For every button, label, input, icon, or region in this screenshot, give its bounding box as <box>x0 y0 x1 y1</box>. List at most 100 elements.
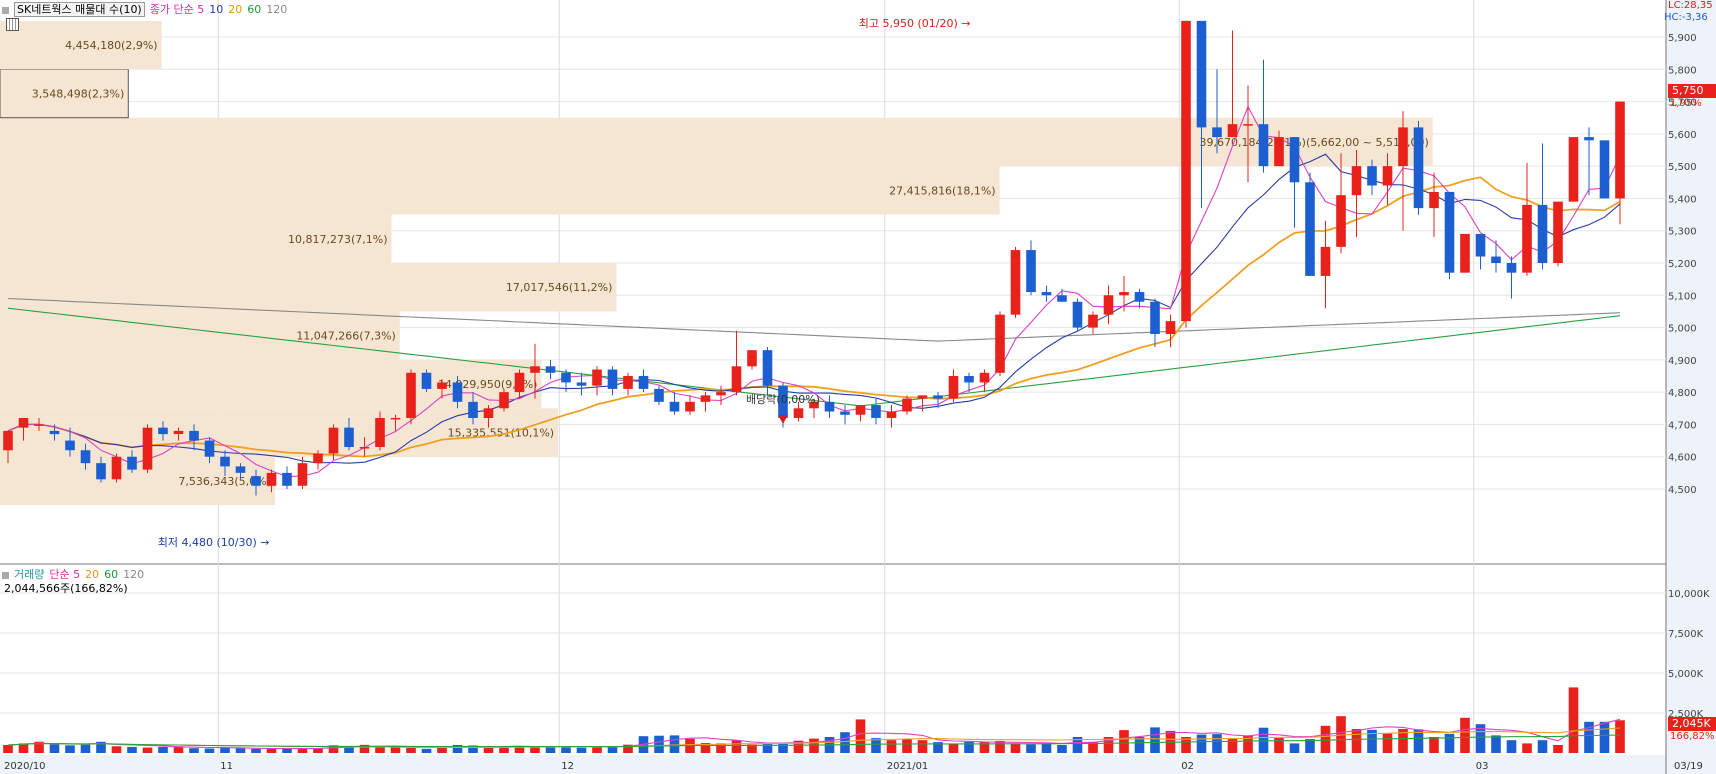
candle-body[interactable] <box>762 350 773 386</box>
candle-body[interactable] <box>34 424 44 426</box>
candle-body[interactable] <box>948 376 959 399</box>
candle-body[interactable] <box>576 382 587 386</box>
candle-body[interactable] <box>1026 250 1036 293</box>
candle-body[interactable] <box>1134 292 1145 302</box>
candle-body[interactable] <box>1010 250 1021 315</box>
candle-body[interactable] <box>840 411 850 415</box>
candle-body[interactable] <box>685 401 695 412</box>
candle-body[interactable] <box>1429 191 1439 209</box>
candle-body[interactable] <box>809 401 819 409</box>
volume-bar[interactable] <box>34 741 44 753</box>
candle-body[interactable] <box>545 366 556 373</box>
candle-body[interactable] <box>964 376 974 383</box>
volume-bar[interactable] <box>948 743 959 753</box>
candle-body[interactable] <box>1599 140 1610 199</box>
candle-body[interactable] <box>359 447 370 449</box>
volume-bar[interactable] <box>1196 734 1207 753</box>
candle-body[interactable] <box>871 405 881 418</box>
candle-body[interactable] <box>514 372 525 393</box>
volume-bar[interactable] <box>266 748 277 753</box>
volume-bar[interactable] <box>1568 687 1579 753</box>
candle-body[interactable] <box>917 395 928 399</box>
volume-bar[interactable] <box>375 746 385 753</box>
volume-bar[interactable] <box>1057 745 1067 753</box>
volume-bar[interactable] <box>731 740 742 753</box>
volume-bar[interactable] <box>607 746 618 753</box>
volume-bar[interactable] <box>1460 717 1470 753</box>
candle-body[interactable] <box>220 456 230 467</box>
volume-bar[interactable] <box>979 741 990 753</box>
volume-bar[interactable] <box>1041 743 1052 753</box>
volume-bar[interactable] <box>1227 738 1238 753</box>
volume-bar[interactable] <box>762 744 773 753</box>
candle-body[interactable] <box>1382 166 1393 186</box>
volume-bar[interactable] <box>514 746 525 753</box>
candle-body[interactable] <box>3 430 13 451</box>
volume-bar[interactable] <box>142 747 153 753</box>
volume-bar[interactable] <box>561 747 571 753</box>
candle-body[interactable] <box>1165 321 1176 335</box>
volume-bar[interactable] <box>1026 744 1036 753</box>
candle-body[interactable] <box>96 463 106 480</box>
candle-body[interactable] <box>1041 292 1052 296</box>
volume-bar[interactable] <box>964 741 974 753</box>
volume-bar[interactable] <box>902 738 912 753</box>
volume-bar[interactable] <box>1212 734 1222 753</box>
volume-bar[interactable] <box>1475 724 1486 753</box>
volume-bar[interactable] <box>592 746 602 753</box>
candle-body[interactable] <box>18 417 29 428</box>
candle-body[interactable] <box>375 417 385 448</box>
volume-bar[interactable] <box>1429 737 1439 753</box>
candle-body[interactable] <box>700 395 711 402</box>
volume-bar[interactable] <box>1181 737 1191 753</box>
candle-body[interactable] <box>623 376 633 389</box>
volume-bar[interactable] <box>933 742 943 753</box>
candle-body[interactable] <box>1320 246 1331 276</box>
candle-body[interactable] <box>390 417 401 420</box>
candle-body[interactable] <box>778 385 788 418</box>
volume-bar[interactable] <box>96 741 106 753</box>
candle-body[interactable] <box>824 401 835 412</box>
price-legend-title[interactable]: SK네트웍스 매물대 수(10) <box>14 2 145 17</box>
volume-bar[interactable] <box>297 748 308 753</box>
candle-body[interactable] <box>1227 124 1238 138</box>
volume-bar[interactable] <box>1398 729 1408 753</box>
volume-bar[interactable] <box>468 745 478 753</box>
volume-bar[interactable] <box>49 744 60 753</box>
volume-bar[interactable] <box>778 743 788 753</box>
candle-body[interactable] <box>561 372 571 383</box>
volume-bar[interactable] <box>1320 725 1331 753</box>
candle-body[interactable] <box>173 430 184 435</box>
volume-bar[interactable] <box>623 744 633 753</box>
volume-bar[interactable] <box>359 744 370 753</box>
candle-body[interactable] <box>1289 137 1300 183</box>
candle-body[interactable] <box>328 427 339 454</box>
candle-body[interactable] <box>204 440 215 457</box>
candle-body[interactable] <box>1072 301 1083 328</box>
candle-body[interactable] <box>1150 301 1160 335</box>
volume-bar[interactable] <box>1382 733 1393 753</box>
candle-body[interactable] <box>607 369 618 389</box>
volume-bar[interactable] <box>235 748 246 753</box>
candle-body[interactable] <box>669 401 680 412</box>
volume-bar[interactable] <box>1150 727 1160 753</box>
volume-bar[interactable] <box>344 746 354 753</box>
volume-bar[interactable] <box>328 745 339 753</box>
candle-body[interactable] <box>111 456 122 480</box>
volume-bar[interactable] <box>1351 729 1362 753</box>
volume-bar[interactable] <box>282 748 292 753</box>
candle-body[interactable] <box>313 453 323 464</box>
candle-body[interactable] <box>1336 195 1346 247</box>
volume-bar[interactable] <box>80 744 91 753</box>
candle-body[interactable] <box>251 476 261 486</box>
candle-body[interactable] <box>1212 127 1222 138</box>
candle-body[interactable] <box>468 401 478 418</box>
candle-body[interactable] <box>1367 166 1377 186</box>
candle-body[interactable] <box>1243 124 1253 126</box>
volume-title[interactable]: 거래량 <box>14 568 45 581</box>
volume-bar[interactable] <box>1134 737 1145 753</box>
candle-body[interactable] <box>1460 233 1470 273</box>
volume-bar[interactable] <box>189 748 199 753</box>
volume-bar[interactable] <box>840 732 850 753</box>
candle-body[interactable] <box>530 366 540 373</box>
